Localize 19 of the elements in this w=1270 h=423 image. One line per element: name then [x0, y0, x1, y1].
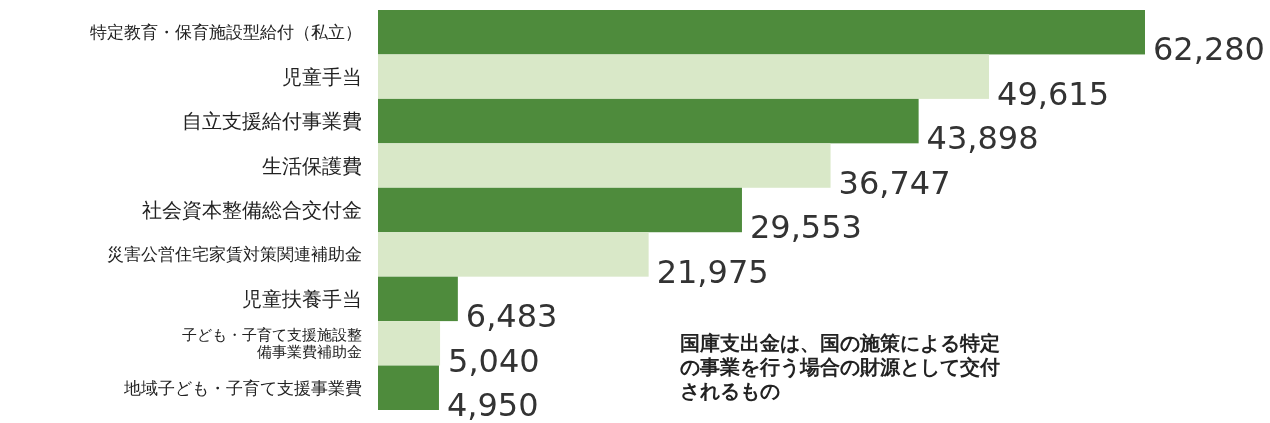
data-label: 29,553 — [749, 208, 862, 247]
y-tick-label: 社会資本整備総合交付金 — [142, 198, 362, 222]
y-tick-label: 生活保護費 — [262, 153, 362, 178]
y-tick-label: 児童手当 — [282, 64, 362, 89]
data-label: 5,040 — [448, 341, 540, 380]
y-tick-label: 特定教育・保育施設型給付（私立） — [90, 22, 362, 43]
data-label: 36,747 — [838, 163, 951, 202]
y-tick-label: 自立支援給付事業費 — [182, 109, 362, 134]
data-label: 6,483 — [465, 297, 558, 336]
data-label: 43,898 — [926, 119, 1039, 158]
data-label: 4,950 — [446, 386, 539, 423]
y-tick-label: 子ども・子育て支援施設整備事業費補助金 — [182, 325, 362, 362]
annotation: 国庫支出金は、国の施策による特定の事業を行う場合の財源として交付されるもの — [680, 331, 1000, 403]
data-label: 62,280 — [1153, 30, 1265, 69]
y-tick-label: 災害公営住宅家賃対策関連補助金 — [107, 244, 362, 265]
y-tick-label: 地域子ども・子育て支援事業費 — [123, 377, 362, 398]
data-label: 49,615 — [997, 74, 1109, 113]
y-tick-label: 児童扶養手当 — [242, 286, 362, 311]
data-label: 21,975 — [656, 252, 769, 291]
